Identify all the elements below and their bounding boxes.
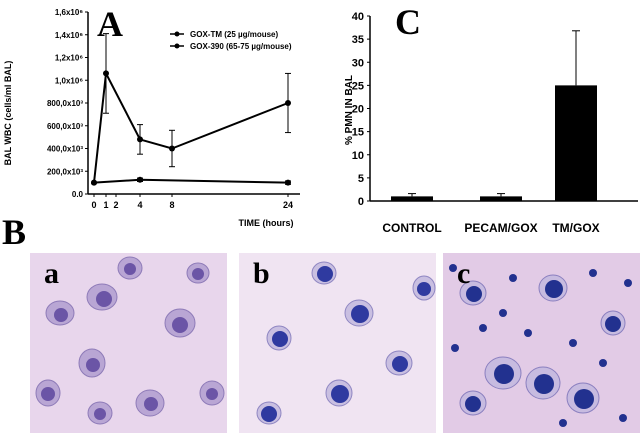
y-tick-label: 35 (352, 34, 364, 46)
y-axis-label: BAL WBC (cells/ml BAL) (3, 61, 13, 166)
x-tick-label: 2 (113, 200, 118, 210)
bar (555, 85, 597, 201)
micrograph-c: c (443, 253, 640, 433)
bar (480, 196, 522, 201)
series-line (93, 178, 289, 184)
y-tick-label: 200,0x10³ (47, 167, 83, 176)
y-tick-label: 1,2x10⁶ (55, 54, 83, 63)
panel-label-b: B (2, 212, 27, 252)
micrograph-label-a: a (44, 257, 59, 290)
data-point (103, 70, 109, 77)
y-tick-label: 25 (352, 80, 364, 92)
data-point (169, 145, 175, 152)
chart-c: % PMN IN BAL 0 5 10 15 20 25 30 35 40 CONTROL PECA… (344, 11, 638, 235)
data-point (137, 136, 143, 143)
micrograph-b-image (239, 253, 436, 433)
y-tick-label: 1,6x10⁶ (55, 8, 83, 17)
micrograph-c-image (443, 253, 640, 433)
panel-label-a: A (97, 4, 123, 44)
y-tick-label: 800,0x10³ (47, 99, 83, 108)
y-tick-label: 1,0x10⁶ (55, 76, 83, 85)
micrograph-label-c: c (457, 257, 471, 290)
x-tick-label: 4 (137, 200, 142, 210)
legend-label: GOX-TM (25 µg/mouse) (190, 30, 279, 39)
series-line (93, 70, 289, 183)
y-tick-label: 10 (352, 150, 364, 162)
y-tick-label: 600,0x10³ (47, 122, 83, 131)
x-tick-label: 1 (103, 200, 108, 210)
y-axis-label: % PMN IN BAL (344, 75, 355, 145)
x-tick-label: 24 (283, 200, 293, 210)
x-tick-label: CONTROL (382, 221, 441, 235)
data-point (91, 179, 97, 186)
y-tick-label: 1,4x10⁶ (55, 31, 83, 40)
y-tick-label: 30 (352, 57, 364, 69)
x-tick-label: PECAM/GOX (464, 221, 537, 235)
micrograph-a: a (30, 253, 227, 433)
legend-marker (174, 31, 180, 37)
chart-a: BAL WBC (cells/ml BAL) TIME (hours) 0.0 2… (3, 8, 300, 228)
y-tick-label: 5 (358, 173, 364, 185)
micrograph-label-b: b (253, 257, 270, 290)
y-tick-label: 40 (352, 11, 364, 23)
y-tick-label: 400,0x10³ (47, 145, 83, 154)
x-tick-label: 8 (169, 200, 174, 210)
x-tick-label: 0 (91, 200, 96, 210)
legend-marker (174, 43, 180, 49)
data-point (285, 179, 291, 186)
y-tick-label: 20 (352, 104, 364, 116)
x-tick-label: TM/GOX (552, 221, 599, 235)
y-tick-label: 0 (358, 196, 364, 208)
bar (391, 196, 433, 201)
x-axis-label: TIME (hours) (239, 218, 294, 228)
y-tick-label: 15 (352, 127, 364, 139)
micrograph-a-image (30, 253, 227, 433)
micrograph-b: b (239, 253, 436, 433)
panel-label-c: C (395, 2, 421, 42)
legend-label: GOX-390 (65-75 µg/mouse) (190, 42, 292, 51)
y-tick-label: 0.0 (72, 190, 84, 199)
data-point (285, 100, 291, 106)
data-point (137, 176, 143, 183)
